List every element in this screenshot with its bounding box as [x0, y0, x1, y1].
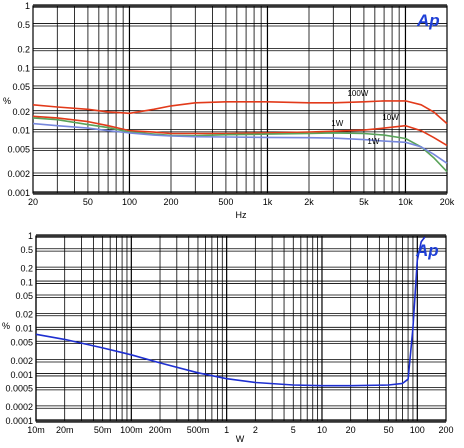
x-tick-label: 2 [253, 425, 258, 435]
x-tick-label: 20 [28, 197, 38, 207]
series-annotation: 1W [367, 137, 379, 146]
x-tick-label: 5k [359, 197, 369, 207]
x-tick-label: 200 [163, 197, 178, 207]
x-tick-label: 500 [218, 197, 233, 207]
ap-logo: Ap [416, 11, 440, 30]
x-tick-label: 2k [304, 197, 314, 207]
series-line-1 [35, 236, 426, 387]
series-line-1 [32, 100, 448, 125]
y-tick-label: 0.002 [7, 169, 30, 179]
series-line-4 [32, 122, 448, 164]
x-tick-label: 50m [94, 425, 112, 435]
series-line-2 [32, 115, 448, 147]
y-tick-label: 0.001 [7, 188, 30, 198]
x-axis-label: Hz [236, 210, 247, 220]
x-tick-label: 20 [346, 425, 356, 435]
y-tick-label: 0.005 [10, 337, 33, 347]
y-tick-label: 0.0002 [5, 402, 33, 412]
y-tick-label: 1 [28, 231, 33, 241]
y-tick-label: 0.002 [10, 356, 33, 366]
series-line-3 [32, 117, 448, 173]
series-annotation: 1W [331, 119, 343, 128]
grid-lines [32, 4, 448, 195]
x-axis-label: W [236, 434, 245, 443]
y-tick-label: 0.05 [15, 291, 33, 301]
ap-logo: Ap [415, 241, 439, 260]
series-annotation: 100W [347, 89, 368, 98]
thd-vs-frequency-chart: 1 0.5 0.2 0.1 0.05 0.02 0.01 0.005 0.002 0.001 20 5… [0, 0, 464, 222]
y-axis-label: % [2, 321, 10, 331]
y-tick-label: 1 [25, 1, 30, 11]
x-tick-label: 20m [56, 425, 74, 435]
x-tick-label: 200 [438, 425, 453, 435]
y-tick-label: 0.005 [7, 144, 30, 154]
x-tick-label: 50 [384, 425, 394, 435]
x-tick-label: 5 [291, 425, 296, 435]
y-tick-label: 0.01 [12, 126, 30, 136]
y-axis-label: % [3, 96, 11, 106]
y-tick-label: 0.01 [15, 324, 33, 334]
x-tick-label: 1 [224, 425, 229, 435]
plot-frame [32, 5, 448, 194]
y-tick-label: 0.2 [20, 263, 33, 273]
x-tick-label: 10m [27, 425, 45, 435]
thd-vs-power-svg: 1 0.5 0.2 0.1 0.05 0.02 0.01 0.005 0.002 0.001 0.0… [2, 231, 454, 444]
x-tick-label: 100m [120, 425, 143, 435]
x-tick-label: 200m [149, 425, 172, 435]
x-tick-label: 100 [122, 197, 137, 207]
x-tick-label: 10 [317, 425, 327, 435]
y-tick-label: 0.1 [20, 277, 33, 287]
y-tick-label: 0.001 [10, 370, 33, 380]
y-tick-label: 0.5 [20, 245, 33, 255]
x-tick-label: 1k [263, 197, 273, 207]
x-tick-label: 20k [440, 197, 455, 207]
plot-frame [35, 235, 447, 422]
y-tick-label: 0.02 [15, 310, 33, 320]
y-tick-label: 0.1 [17, 63, 30, 73]
y-tick-label: 0.0005 [5, 384, 33, 394]
series-annotation: 10W [382, 113, 399, 122]
x-tick-label: 50 [83, 197, 93, 207]
y-tick-label: 0.05 [12, 82, 30, 92]
grid-lines [35, 234, 447, 423]
y-tick-label: 0.2 [17, 45, 30, 55]
thd-vs-power-chart: 1 0.5 0.2 0.1 0.05 0.02 0.01 0.005 0.002 0.001 0.0… [0, 222, 464, 444]
x-tick-label: 100 [410, 425, 425, 435]
y-tick-label: 0.0001 [5, 416, 33, 426]
y-tick-label: 0.02 [12, 107, 30, 117]
x-tick-label: 10k [398, 197, 413, 207]
x-tick-label: 500m [187, 425, 210, 435]
y-tick-label: 0.5 [17, 20, 30, 30]
